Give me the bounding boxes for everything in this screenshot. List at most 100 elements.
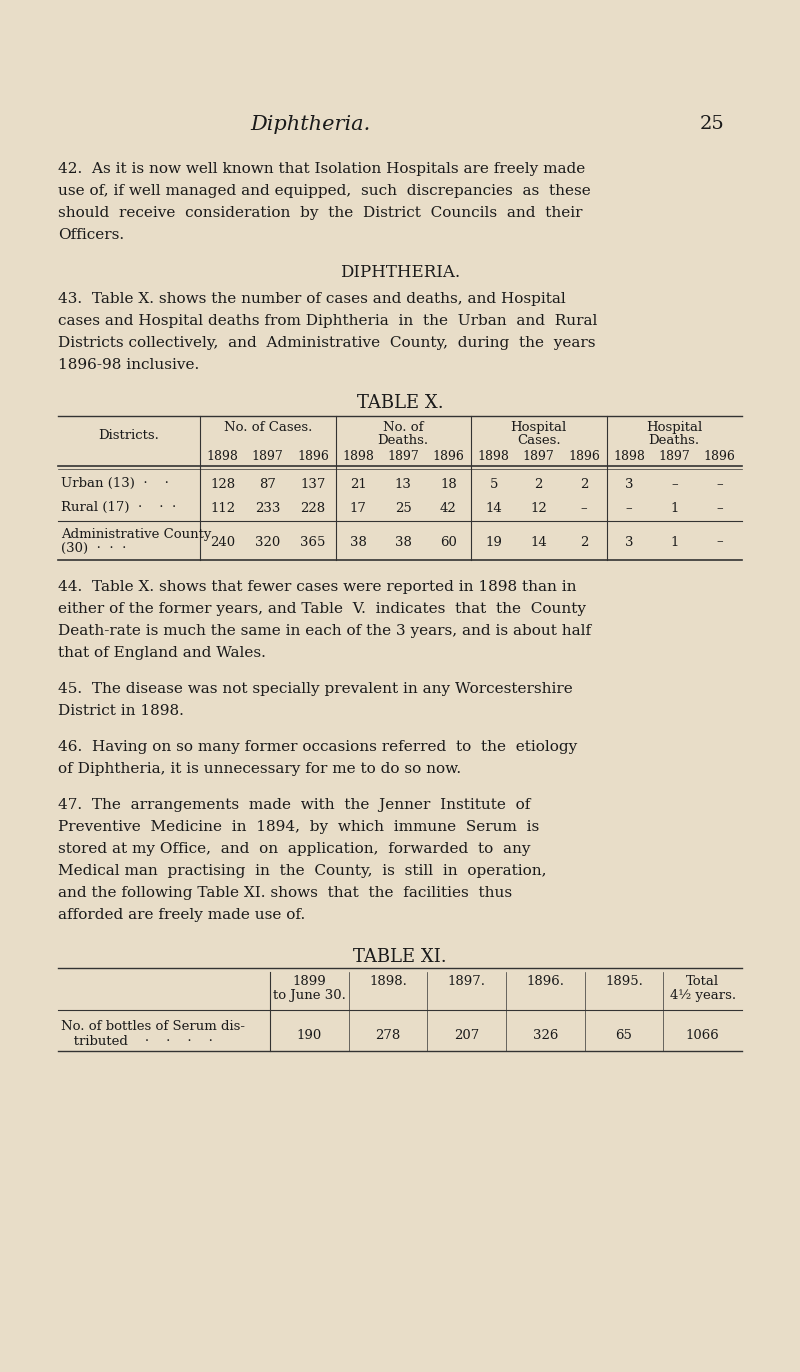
Text: 1897: 1897 — [252, 450, 284, 462]
Text: 38: 38 — [350, 535, 366, 549]
Text: tributed    ·    ·    ·    ·: tributed · · · · — [61, 1034, 213, 1048]
Text: use of, if well managed and equipped,  such  discrepancies  as  these: use of, if well managed and equipped, su… — [58, 184, 590, 198]
Text: 46.  Having on so many former occasions referred  to  the  etiology: 46. Having on so many former occasions r… — [58, 740, 578, 755]
Text: 25: 25 — [700, 115, 725, 133]
Text: Districts collectively,  and  Administrative  County,  during  the  years: Districts collectively, and Administrati… — [58, 336, 595, 350]
Text: Deaths.: Deaths. — [378, 434, 429, 447]
Text: –: – — [716, 479, 722, 491]
Text: 1897: 1897 — [523, 450, 554, 462]
Text: Urban (13)  ·    ·: Urban (13) · · — [61, 477, 169, 490]
Text: 1898: 1898 — [478, 450, 510, 462]
Text: 1898: 1898 — [206, 450, 238, 462]
Text: 5: 5 — [490, 479, 498, 491]
Text: 45.  The disease was not specially prevalent in any Worcestershire: 45. The disease was not specially preval… — [58, 682, 573, 696]
Text: 2: 2 — [580, 535, 588, 549]
Text: 1896: 1896 — [568, 450, 600, 462]
Text: 1: 1 — [670, 535, 678, 549]
Text: Preventive  Medicine  in  1894,  by  which  immune  Serum  is: Preventive Medicine in 1894, by which im… — [58, 820, 539, 834]
Text: 38: 38 — [395, 535, 412, 549]
Text: 65: 65 — [615, 1029, 633, 1041]
Text: 4½ years.: 4½ years. — [670, 989, 736, 1002]
Text: –: – — [671, 479, 678, 491]
Text: 2: 2 — [580, 479, 588, 491]
Text: afforded are freely made use of.: afforded are freely made use of. — [58, 908, 306, 922]
Text: Districts.: Districts. — [98, 429, 159, 442]
Text: Diphtheria.: Diphtheria. — [250, 115, 370, 134]
Text: that of England and Wales.: that of England and Wales. — [58, 646, 266, 660]
Text: 87: 87 — [259, 479, 276, 491]
Text: 1896: 1896 — [433, 450, 464, 462]
Text: should  receive  consideration  by  the  District  Councils  and  their: should receive consideration by the Dist… — [58, 206, 582, 220]
Text: and the following Table XI. shows  that  the  facilities  thus: and the following Table XI. shows that t… — [58, 886, 512, 900]
Text: 320: 320 — [255, 535, 280, 549]
Text: 112: 112 — [210, 502, 235, 516]
Text: 3: 3 — [625, 535, 634, 549]
Text: No. of bottles of Serum dis-: No. of bottles of Serum dis- — [61, 1019, 245, 1033]
Text: 1897.: 1897. — [448, 975, 486, 988]
Text: 207: 207 — [454, 1029, 479, 1041]
Text: 240: 240 — [210, 535, 235, 549]
Text: Deaths.: Deaths. — [649, 434, 700, 447]
Text: –: – — [716, 535, 722, 549]
Text: 228: 228 — [300, 502, 326, 516]
Text: 1899: 1899 — [293, 975, 326, 988]
Text: 1898.: 1898. — [369, 975, 407, 988]
Text: DIPHTHERIA.: DIPHTHERIA. — [340, 263, 460, 281]
Text: 60: 60 — [440, 535, 457, 549]
Text: Medical man  practising  in  the  County,  is  still  in  operation,: Medical man practising in the County, is… — [58, 864, 546, 878]
Text: 1898: 1898 — [613, 450, 645, 462]
Text: 326: 326 — [533, 1029, 558, 1041]
Text: Death-rate is much the same in each of the 3 years, and is about half: Death-rate is much the same in each of t… — [58, 624, 591, 638]
Text: 44.  Table X. shows that fewer cases were reported in 1898 than in: 44. Table X. shows that fewer cases were… — [58, 580, 577, 594]
Text: to June 30.: to June 30. — [273, 989, 346, 1002]
Text: Rural (17)  ·    ·  ·: Rural (17) · · · — [61, 501, 176, 514]
Text: 137: 137 — [300, 479, 326, 491]
Text: –: – — [581, 502, 587, 516]
Text: TABLE XI.: TABLE XI. — [353, 948, 447, 966]
Text: stored at my Office,  and  on  application,  forwarded  to  any: stored at my Office, and on application,… — [58, 842, 530, 856]
Text: TABLE X.: TABLE X. — [357, 394, 443, 412]
Text: 42: 42 — [440, 502, 457, 516]
Text: 1897: 1897 — [387, 450, 419, 462]
Text: 1898: 1898 — [342, 450, 374, 462]
Text: 3: 3 — [625, 479, 634, 491]
Text: 47.  The  arrangements  made  with  the  Jenner  Institute  of: 47. The arrangements made with the Jenne… — [58, 799, 530, 812]
Text: No. of: No. of — [383, 421, 423, 434]
Text: Cases.: Cases. — [517, 434, 561, 447]
Text: 1066: 1066 — [686, 1029, 719, 1041]
Text: Officers.: Officers. — [58, 228, 124, 241]
Text: 1895.: 1895. — [605, 975, 643, 988]
Text: Administrative County: Administrative County — [61, 528, 211, 541]
Text: either of the former years, and Table  V.  indicates  that  the  County: either of the former years, and Table V.… — [58, 602, 586, 616]
Text: 43.  Table X. shows the number of cases and deaths, and Hospital: 43. Table X. shows the number of cases a… — [58, 292, 566, 306]
Text: 17: 17 — [350, 502, 366, 516]
Text: 13: 13 — [395, 479, 412, 491]
Text: Hospital: Hospital — [510, 421, 567, 434]
Text: 1896-98 inclusive.: 1896-98 inclusive. — [58, 358, 199, 372]
Text: cases and Hospital deaths from Diphtheria  in  the  Urban  and  Rural: cases and Hospital deaths from Diphtheri… — [58, 314, 598, 328]
Text: 1896: 1896 — [703, 450, 735, 462]
Text: 233: 233 — [255, 502, 281, 516]
Text: –: – — [716, 502, 722, 516]
Text: 25: 25 — [395, 502, 412, 516]
Text: 278: 278 — [375, 1029, 401, 1041]
Text: 365: 365 — [300, 535, 326, 549]
Text: 14: 14 — [530, 535, 547, 549]
Text: District in 1898.: District in 1898. — [58, 704, 184, 718]
Text: 1896: 1896 — [297, 450, 329, 462]
Text: 2: 2 — [534, 479, 543, 491]
Text: 190: 190 — [297, 1029, 322, 1041]
Text: No. of Cases.: No. of Cases. — [223, 421, 312, 434]
Text: 19: 19 — [485, 535, 502, 549]
Text: –: – — [626, 502, 632, 516]
Text: 1897: 1897 — [658, 450, 690, 462]
Text: Hospital: Hospital — [646, 421, 702, 434]
Text: 14: 14 — [486, 502, 502, 516]
Text: 21: 21 — [350, 479, 366, 491]
Text: 42.  As it is now well known that Isolation Hospitals are freely made: 42. As it is now well known that Isolati… — [58, 162, 586, 176]
Text: Total: Total — [686, 975, 719, 988]
Text: 1896.: 1896. — [526, 975, 564, 988]
Text: (30)  ·  ·  ·: (30) · · · — [61, 542, 126, 556]
Text: 1: 1 — [670, 502, 678, 516]
Text: 128: 128 — [210, 479, 235, 491]
